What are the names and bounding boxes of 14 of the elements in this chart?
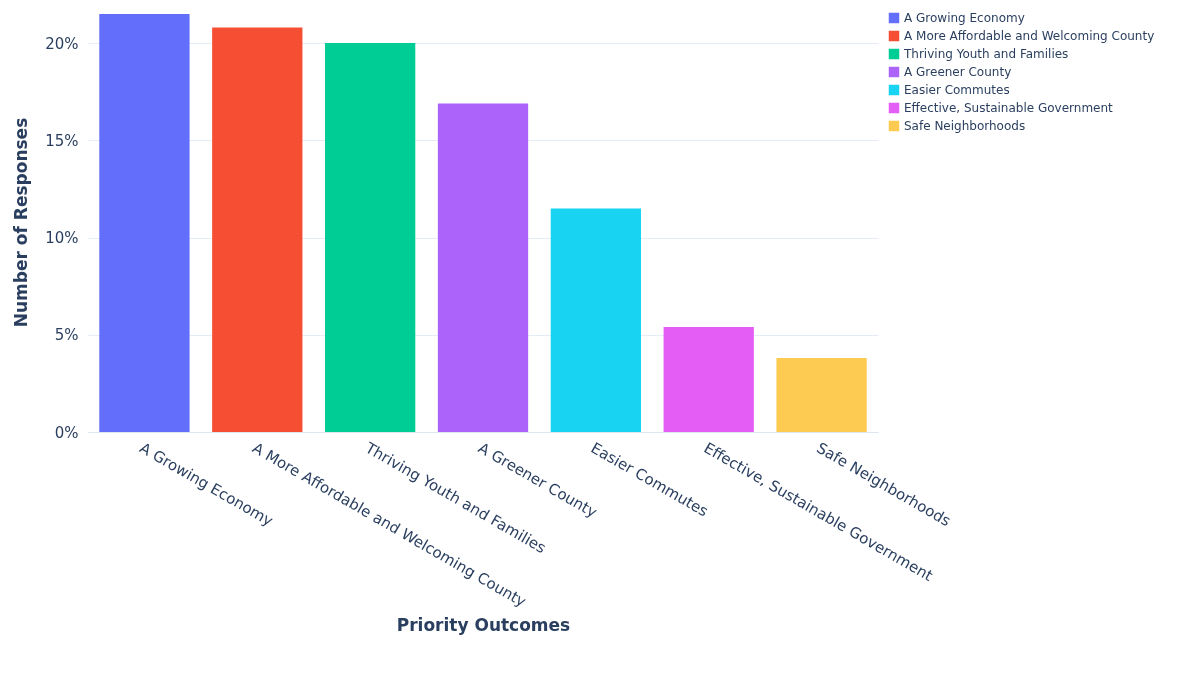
legend-label: Thriving Youth and Families <box>903 47 1069 61</box>
y-tick-label: 0% <box>54 423 79 442</box>
y-tick-label: 5% <box>54 326 79 345</box>
y-tick-label: 20% <box>45 34 79 53</box>
y-tick-label: 10% <box>45 229 79 248</box>
y-tick-label: 15% <box>45 131 79 150</box>
legend-label: A More Affordable and Welcoming County <box>904 29 1155 43</box>
legend-label: A Greener County <box>904 65 1012 79</box>
legend-label: Effective, Sustainable Government <box>904 101 1114 115</box>
legend-label: A Growing Economy <box>904 11 1025 25</box>
legend-label: Easier Commutes <box>904 83 1010 97</box>
y-axis-title: Number of Responses <box>11 117 32 328</box>
x-axis-title: Priority Outcomes <box>396 614 571 635</box>
legend-label: Safe Neighborhoods <box>904 119 1026 133</box>
